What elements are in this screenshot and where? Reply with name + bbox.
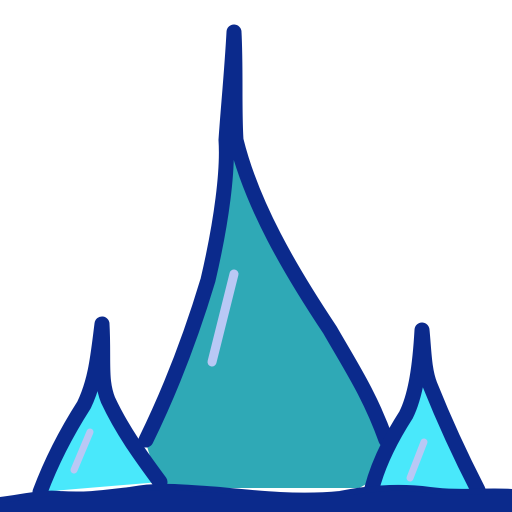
left-spire-highlight <box>70 428 94 474</box>
right-spire-outline <box>364 322 486 498</box>
right-spire-highlight <box>406 438 428 482</box>
left-spire-icon <box>32 316 168 500</box>
ground-shape <box>0 483 512 512</box>
left-spire-outline <box>32 316 168 500</box>
ground-icon <box>0 483 512 512</box>
right-spire-icon <box>364 322 486 498</box>
center-spire-outline <box>138 24 394 448</box>
center-spire-icon <box>138 24 394 488</box>
center-spire-highlight <box>207 269 239 367</box>
center-spire-fill <box>146 32 386 488</box>
